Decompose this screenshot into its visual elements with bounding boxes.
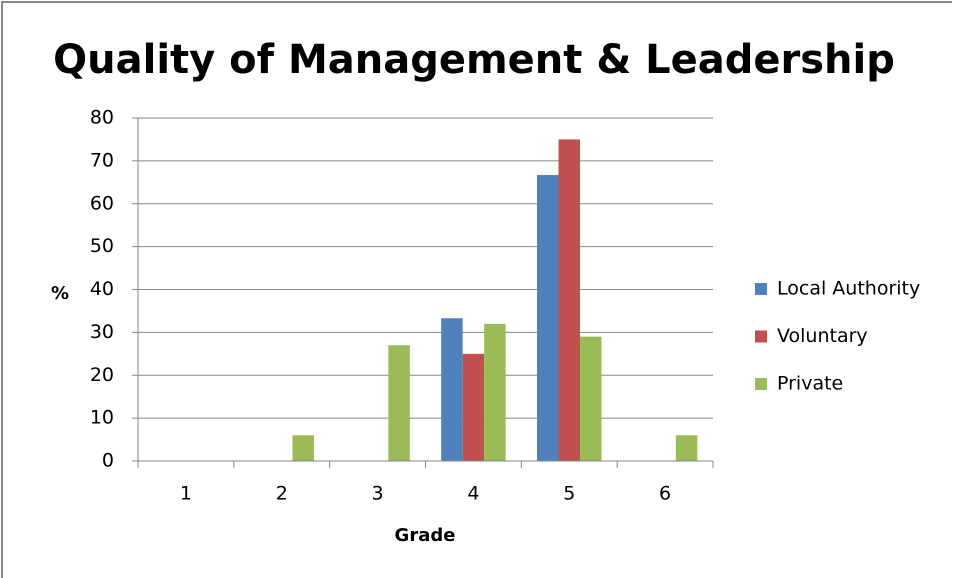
y-tick-label: 30 — [90, 321, 114, 343]
y-tick-label: 60 — [90, 192, 114, 214]
y-tick-label: 10 — [90, 407, 114, 429]
y-tick-label: 50 — [90, 235, 114, 257]
x-tick-label: 4 — [467, 483, 479, 505]
legend-label: Local Authority — [777, 278, 920, 300]
x-tick-label: 6 — [659, 483, 671, 505]
chart-title: Quality of Management & Leadership — [53, 37, 895, 83]
y-axis-label: % — [51, 283, 69, 304]
bar — [292, 435, 314, 461]
y-tick-label: 40 — [90, 278, 114, 300]
x-tick-label: 2 — [276, 483, 288, 505]
y-tick-label: 80 — [90, 107, 114, 129]
legend-label: Private — [777, 373, 843, 395]
x-axis-label: Grade — [395, 525, 456, 546]
legend-swatch — [755, 283, 767, 295]
bar — [580, 336, 602, 461]
legend-label: Voluntary — [777, 325, 868, 347]
x-tick-label: 5 — [563, 483, 575, 505]
y-tick-label: 70 — [90, 149, 114, 171]
bar — [484, 323, 506, 461]
x-tick-label: 3 — [372, 483, 384, 505]
x-tick-label: 1 — [180, 483, 192, 505]
legend-swatch — [755, 378, 767, 390]
bar — [675, 435, 698, 461]
y-tick-label: 0 — [102, 450, 114, 472]
bar — [537, 175, 559, 461]
bar — [388, 345, 410, 461]
y-tick-label: 20 — [90, 364, 114, 386]
bar — [441, 318, 463, 461]
bar — [558, 139, 580, 461]
legend-swatch — [755, 330, 767, 343]
bar — [462, 353, 485, 461]
